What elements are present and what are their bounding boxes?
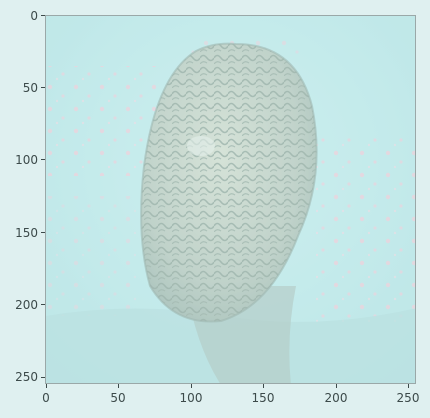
x-tick-mark: [263, 384, 264, 388]
brain-coral: [140, 42, 318, 323]
y-tick-label: 200: [15, 298, 38, 312]
y-tick-label: 250: [15, 370, 38, 384]
y-tick-label: 150: [15, 226, 38, 240]
x-tick-label: 200: [324, 391, 348, 405]
reef-speckle-lower-left: [46, 196, 136, 316]
reef-speckle-left: [46, 66, 156, 176]
x-tick-mark: [408, 384, 409, 388]
y-tick-label: 50: [22, 81, 38, 95]
x-tick-mark: [46, 384, 47, 388]
y-tick-mark: [41, 232, 45, 233]
x-tick-mark: [118, 384, 119, 388]
image-panel: [45, 15, 416, 384]
reef-speckle-right: [316, 136, 415, 326]
y-tick-mark: [41, 15, 45, 16]
y-tick-mark: [41, 87, 45, 88]
y-tick-label: 100: [15, 153, 38, 167]
x-tick-label: 50: [110, 391, 126, 405]
y-tick-mark: [41, 377, 45, 378]
coral-photo: [46, 16, 415, 383]
x-tick-label: 100: [179, 391, 203, 405]
y-tick-label: 0: [30, 9, 38, 23]
x-tick-label: 0: [42, 391, 50, 405]
x-tick-label: 250: [396, 391, 420, 405]
x-tick-mark: [336, 384, 337, 388]
y-tick-mark: [41, 304, 45, 305]
x-tick-label: 150: [251, 391, 275, 405]
y-tick-mark: [41, 159, 45, 160]
x-tick-mark: [191, 384, 192, 388]
